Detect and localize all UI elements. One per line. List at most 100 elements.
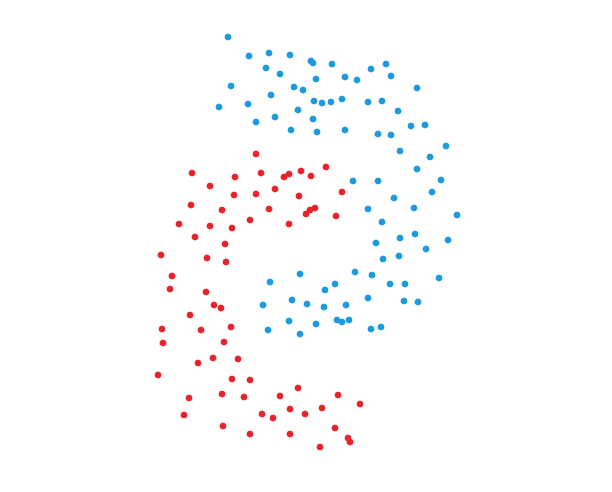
data-point: [188, 169, 196, 177]
data-point: [206, 182, 214, 190]
data-point: [453, 211, 461, 219]
data-point: [218, 206, 226, 214]
data-point: [286, 430, 294, 438]
data-point: [351, 268, 359, 276]
data-point: [377, 323, 385, 331]
data-point: [310, 97, 318, 105]
data-point: [442, 142, 450, 150]
data-point: [374, 130, 382, 138]
data-point: [185, 394, 193, 402]
data-point: [307, 172, 315, 180]
data-point: [158, 325, 166, 333]
data-point: [342, 301, 350, 309]
data-point: [231, 173, 239, 181]
data-point: [444, 236, 452, 244]
data-point: [413, 84, 421, 92]
data-point: [166, 285, 174, 293]
data-point: [264, 326, 272, 334]
series-1: [154, 150, 364, 451]
data-point: [338, 188, 346, 196]
data-point: [257, 169, 265, 177]
data-point: [296, 330, 304, 338]
data-point: [276, 70, 284, 78]
data-point: [210, 301, 218, 309]
data-point: [157, 251, 165, 259]
data-point: [318, 404, 326, 412]
data-point: [246, 430, 254, 438]
data-point: [227, 82, 235, 90]
data-point: [266, 278, 274, 286]
data-point: [387, 131, 395, 139]
data-point: [276, 392, 284, 400]
data-point: [240, 393, 248, 401]
data-point: [265, 205, 273, 213]
data-point: [245, 52, 253, 60]
data-point: [367, 65, 375, 73]
data-point: [307, 57, 315, 65]
data-point: [227, 323, 235, 331]
data-point: [312, 320, 320, 328]
data-point: [426, 153, 434, 161]
data-point: [344, 434, 352, 442]
data-point: [234, 355, 242, 363]
data-point: [387, 72, 395, 80]
data-point: [379, 255, 387, 263]
data-point: [246, 216, 254, 224]
data-point: [303, 300, 311, 308]
data-point: [374, 177, 382, 185]
data-point: [318, 99, 326, 107]
data-point: [320, 303, 328, 311]
data-point: [364, 294, 372, 302]
data-point: [331, 280, 339, 288]
data-point: [285, 220, 293, 228]
data-point: [368, 271, 376, 279]
data-point: [222, 258, 230, 266]
data-point: [386, 280, 394, 288]
data-point: [230, 191, 238, 199]
data-point: [286, 51, 294, 59]
data-point: [382, 60, 390, 68]
data-point: [334, 391, 342, 399]
data-point: [262, 64, 270, 72]
data-point: [168, 272, 176, 280]
series-2: [215, 33, 461, 338]
data-point: [202, 288, 210, 296]
data-point: [228, 224, 236, 232]
data-point: [271, 113, 279, 121]
data-point: [271, 185, 279, 193]
data-point: [407, 122, 415, 130]
data-point: [180, 411, 188, 419]
data-point: [258, 410, 266, 418]
data-point: [197, 326, 205, 334]
data-point: [341, 73, 349, 81]
data-point: [294, 106, 302, 114]
data-point: [313, 128, 321, 136]
data-point: [244, 100, 252, 108]
data-point: [269, 414, 277, 422]
data-point: [396, 147, 404, 155]
data-point: [356, 400, 364, 408]
data-point: [394, 107, 402, 115]
data-point: [435, 274, 443, 282]
series-layer: [154, 33, 461, 451]
data-point: [228, 375, 236, 383]
data-point: [219, 422, 227, 430]
data-point: [395, 252, 403, 260]
data-point: [220, 338, 228, 346]
data-point: [259, 301, 267, 309]
data-point: [331, 424, 339, 432]
data-point: [401, 280, 409, 288]
data-point: [411, 230, 419, 238]
data-point: [367, 325, 375, 333]
data-point: [224, 33, 232, 41]
data-point: [322, 163, 330, 171]
data-point: [221, 240, 229, 248]
data-point: [203, 254, 211, 262]
data-point: [215, 103, 223, 111]
data-point: [191, 233, 199, 241]
data-point: [410, 204, 418, 212]
data-point: [299, 86, 307, 94]
data-point: [296, 270, 304, 278]
data-point: [288, 296, 296, 304]
